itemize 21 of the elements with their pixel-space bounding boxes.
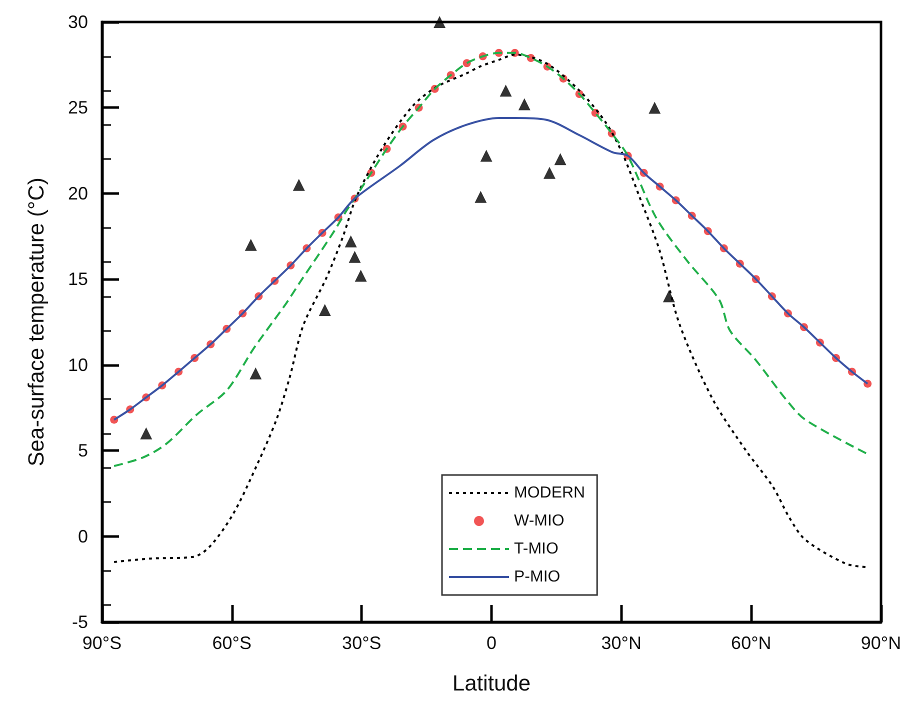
x-tick-label: 0 bbox=[486, 633, 497, 653]
x-tick-label: 90°S bbox=[82, 633, 122, 653]
y-tick-label: 15 bbox=[68, 269, 88, 290]
x-tick-label: 60°N bbox=[731, 633, 772, 653]
x-tick-label: 90°N bbox=[860, 633, 902, 653]
x-tick-label: 30°S bbox=[342, 633, 382, 653]
y-tick-label: 5 bbox=[78, 440, 88, 461]
y-tick-label: 25 bbox=[68, 98, 88, 118]
y-tick-label: 30 bbox=[68, 12, 88, 32]
x-tick-label: 60°S bbox=[212, 633, 252, 653]
legend-label: W-MIO bbox=[514, 512, 564, 530]
x-axis-title: Latitude bbox=[452, 670, 531, 696]
y-tick-label: 0 bbox=[78, 526, 88, 546]
x-tick-label: 30°N bbox=[601, 633, 642, 653]
legend-label: P-MIO bbox=[514, 568, 560, 586]
y-axis-title: Sea-surface temperature (°C) bbox=[24, 178, 48, 466]
legend-label: MODERN bbox=[514, 484, 586, 502]
y-tick-label: 20 bbox=[68, 183, 88, 204]
legend-label: T-MIO bbox=[514, 540, 558, 558]
y-tick-label: -5 bbox=[72, 612, 88, 632]
y-tick-label: 10 bbox=[68, 354, 88, 375]
